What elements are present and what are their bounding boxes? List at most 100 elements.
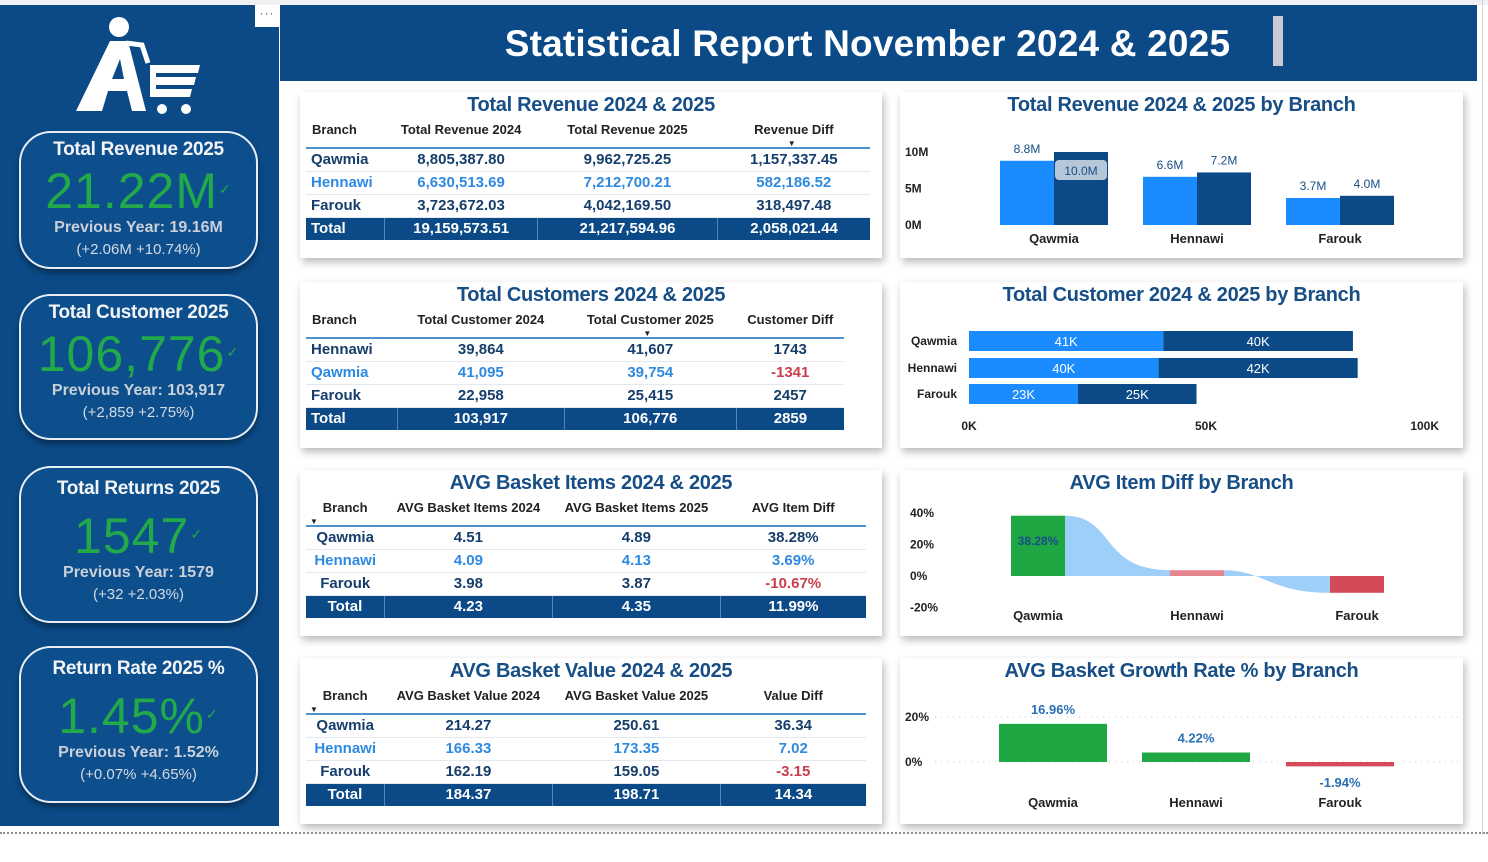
item-diff-ribbon-chart: -20% 0% 20% 40% Qawmia Hennawi Farouk 38.28% <box>910 506 1384 623</box>
bar-hennawi-2025 <box>1158 358 1358 378</box>
column-header[interactable]: Total Customer 2025 ▼ <box>564 302 737 339</box>
table-total-row: Total 4.23 4.35 11.99% <box>306 595 866 618</box>
table-total-row: Total 19,159,573.51 21,217,594.96 2,058,021… <box>306 217 870 240</box>
panel-title: AVG Basket Items 2024 & 2025 <box>449 472 733 494</box>
table-row[interactable]: Hennawi 4.09 4.13 3.69% <box>306 549 866 573</box>
kpi-value: 106,776✓ <box>21 326 256 380</box>
x-category-label: Hennawi <box>1170 231 1223 246</box>
kpi-delta: (+0.07% +4.65%) <box>80 766 197 783</box>
more-options-button[interactable]: ··· <box>255 5 279 27</box>
column-header[interactable]: AVG Item Diff <box>720 490 866 527</box>
total-cell: 4.23 <box>383 595 553 618</box>
total-cell: 4.35 <box>551 595 721 618</box>
table-row[interactable]: Qawmia 214.27 250.61 36.34 <box>306 714 866 738</box>
ribbon-hennawi-farouk <box>1224 570 1330 593</box>
y-tick-label: 0% <box>905 755 923 769</box>
table-row[interactable]: Farouk 162.19 159.05 -3.15 <box>306 760 866 784</box>
data-label: 38.28% <box>1018 534 1059 548</box>
table-cell: 39,864 <box>397 338 565 362</box>
sort-descending-icon[interactable]: ▼ <box>310 705 318 714</box>
column-header-label: Branch <box>312 122 357 137</box>
column-header[interactable]: Customer Diff <box>736 302 844 339</box>
table-row[interactable]: Qawmia 4.51 4.89 38.28% <box>306 526 866 550</box>
table-cell: 1,157,337.45 <box>717 148 870 172</box>
kpi-card-return-rate[interactable]: Return Rate 2025 % 1.45%✓ Previous Year:… <box>19 646 258 803</box>
table-cell: 2457 <box>736 384 844 408</box>
table-cell: 173.35 <box>552 737 721 761</box>
sort-descending-icon[interactable]: ▼ <box>643 329 652 338</box>
total-cell: 106,776 <box>563 407 737 430</box>
customer-stacked-bar-chart: Qawmia 41K 40K Hennawi 40K 42K Farouk 23K 25K 0K 5… <box>908 331 1439 433</box>
kpi-card-total-revenue[interactable]: Total Revenue 2025 21.22M✓ Previous Year… <box>19 131 258 269</box>
table-header-row: Branch Total Customer 2024 Total Customer … <box>306 302 844 339</box>
total-cell: 2859 <box>735 407 844 430</box>
data-label-bg <box>1055 160 1107 180</box>
table-cell: 318,497.48 <box>717 194 870 218</box>
column-header[interactable]: Branch ▼ <box>306 678 385 715</box>
table-row[interactable]: Hennawi 166.33 173.35 7.02 <box>306 737 866 761</box>
table-cell: Farouk <box>306 194 385 218</box>
column-header[interactable]: Branch <box>306 112 385 149</box>
table-cell: 250.61 <box>552 714 721 738</box>
table-cell: 39,754 <box>564 361 737 385</box>
column-header[interactable]: AVG Basket Items 2025 <box>552 490 721 527</box>
x-category-label: Farouk <box>1318 231 1362 246</box>
column-header[interactable]: AVG Basket Items 2024 <box>384 490 553 527</box>
kpi-delta: (+2,859 +2.75%) <box>82 404 195 421</box>
check-icon: ✓ <box>190 526 203 542</box>
table-cell: Hennawi <box>306 338 398 362</box>
table-row[interactable]: Hennawi 39,864 41,607 1743 <box>306 338 844 362</box>
table-row[interactable]: Farouk 3,723,672.03 4,042,169.50 318,497.48 <box>306 194 870 218</box>
table-row[interactable]: Farouk 3.98 3.87 -10.67% <box>306 572 866 596</box>
kpi-title: Total Returns 2025 <box>56 478 221 499</box>
table-row[interactable]: Qawmia 41,095 39,754 -1341 <box>306 361 844 385</box>
column-header[interactable]: Total Revenue 2025 <box>537 112 718 149</box>
panel-title: Total Customer 2024 & 2025 by Branch <box>1002 284 1361 306</box>
table-cell: Qawmia <box>306 714 385 738</box>
panel-title: AVG Item Diff by Branch <box>1069 472 1294 494</box>
table-row[interactable]: Farouk 22,958 25,415 2457 <box>306 384 844 408</box>
bar-hennawi-2024 <box>1143 176 1197 225</box>
table-row[interactable]: Qawmia 8,805,387.80 9,962,725.25 1,157,337.… <box>306 148 870 172</box>
column-header[interactable]: Total Revenue 2024 <box>384 112 538 149</box>
table-row[interactable]: Hennawi 6,630,513.69 7,212,700.21 582,186.5… <box>306 171 870 195</box>
revenue-table: Branch Total Revenue 2024 Total Revenue 20… <box>306 112 870 240</box>
column-header-label: AVG Basket Value 2024 <box>396 688 541 703</box>
column-header[interactable]: Branch <box>306 302 398 339</box>
kpi-card-total-returns[interactable]: Total Returns 2025 1547✓ Previous Year: … <box>19 466 258 623</box>
data-label: 6.6M <box>1157 158 1184 172</box>
y-tick-label: 5M <box>905 182 922 196</box>
column-header[interactable]: Revenue Diff ▼ <box>717 112 870 149</box>
table-cell: 6,630,513.69 <box>384 171 538 195</box>
customers-table: Branch Total Customer 2024 Total Customer … <box>306 302 844 430</box>
x-category-label: Farouk <box>1318 795 1362 810</box>
page-bottom-divider <box>0 832 1488 834</box>
column-header[interactable]: AVG Basket Value 2024 <box>384 678 553 715</box>
table-cell: 159.05 <box>552 760 721 784</box>
sort-descending-icon[interactable]: ▼ <box>787 139 796 148</box>
table-cell: 1743 <box>736 338 844 362</box>
bar-hennawi-2024 <box>969 358 1159 378</box>
table-cell: 25,415 <box>564 384 737 408</box>
column-header[interactable]: Value Diff <box>720 678 866 715</box>
report-header: Statistical Report November 2024 & 2025 <box>280 5 1477 81</box>
sort-descending-icon[interactable]: ▼ <box>310 517 318 526</box>
data-label: 42K <box>1247 361 1270 376</box>
x-category-label: Qawmia <box>1013 608 1064 623</box>
column-header[interactable]: Branch ▼ <box>306 490 385 527</box>
kpi-card-total-customer[interactable]: Total Customer 2025 106,776✓ Previous Ye… <box>19 294 258 440</box>
data-label: 41K <box>1055 334 1078 349</box>
table-cell: 3.87 <box>552 572 721 596</box>
table-cell: 582,186.52 <box>717 171 870 195</box>
total-cell: Total <box>306 217 385 240</box>
data-label: -1.94% <box>1319 775 1361 790</box>
right-border <box>1482 0 1483 835</box>
column-header[interactable]: Total Customer 2024 <box>397 302 565 339</box>
y-tick-label: 20% <box>910 538 934 552</box>
table-cell: 4.51 <box>384 526 553 550</box>
column-header-label: Revenue Diff <box>754 122 834 137</box>
table-cell: 36.34 <box>720 714 866 738</box>
table-cell: Hennawi <box>306 171 385 195</box>
top-border <box>0 0 1488 5</box>
column-header[interactable]: AVG Basket Value 2025 <box>552 678 721 715</box>
